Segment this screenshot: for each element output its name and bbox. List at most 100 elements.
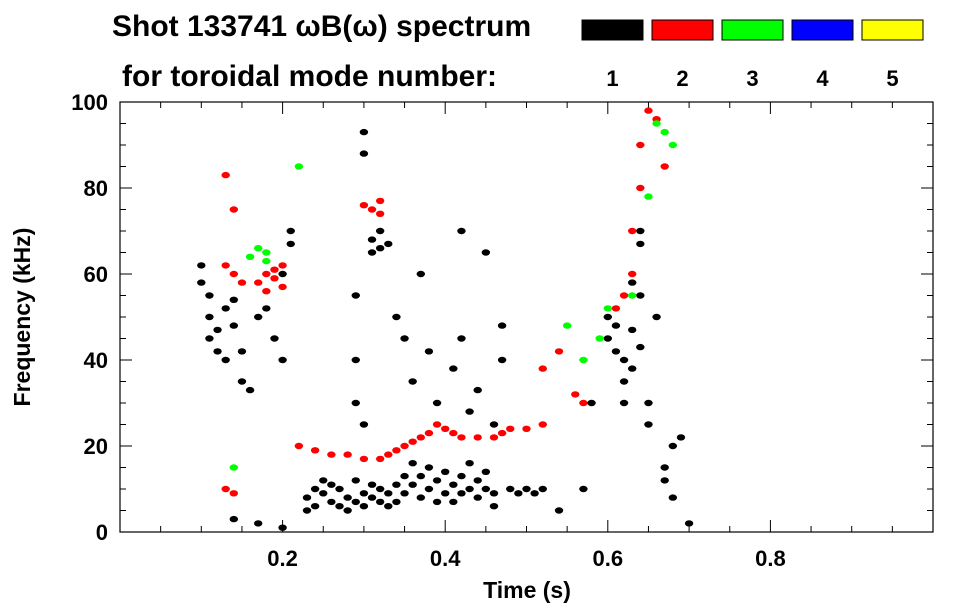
mode-1-point bbox=[587, 399, 596, 407]
mode-1-point bbox=[197, 262, 206, 269]
mode-2-point bbox=[375, 455, 385, 463]
mode-3-point bbox=[668, 141, 678, 149]
mode-1-point bbox=[351, 498, 360, 506]
mode-1-point bbox=[351, 292, 360, 299]
mode-2-point bbox=[294, 442, 304, 450]
mode-1-point bbox=[197, 279, 206, 286]
mode-1-point bbox=[262, 305, 271, 312]
mode-1-point bbox=[473, 477, 482, 484]
x-tick-label: 0.4 bbox=[430, 546, 461, 571]
mode-2-point bbox=[270, 266, 279, 273]
mode-1-point bbox=[367, 249, 377, 256]
mode-1-point bbox=[375, 227, 385, 235]
mode-2-point bbox=[221, 171, 230, 179]
plot-frame bbox=[119, 101, 934, 533]
legend-swatch-3 bbox=[721, 19, 784, 41]
mode-1-point bbox=[229, 296, 239, 303]
mode-2-point bbox=[408, 438, 417, 445]
mode-1-point bbox=[481, 249, 491, 256]
mode-1-point bbox=[310, 503, 320, 510]
mode-1-point bbox=[254, 520, 263, 527]
mode-2-point bbox=[627, 227, 637, 235]
mode-2-point bbox=[278, 262, 287, 269]
mode-1-point bbox=[619, 378, 629, 385]
mode-1-point bbox=[319, 477, 328, 484]
mode-2-point bbox=[262, 270, 271, 278]
mode-1-point bbox=[473, 494, 482, 501]
mode-1-point bbox=[644, 399, 653, 407]
mode-2-point bbox=[424, 429, 434, 437]
mode-2-point bbox=[473, 434, 482, 441]
mode-1-point bbox=[286, 240, 295, 248]
mode-1-point bbox=[237, 348, 247, 355]
mode-1-point bbox=[603, 335, 612, 342]
mode-1-point bbox=[579, 485, 588, 493]
mode-1-point bbox=[335, 503, 344, 510]
legend: 1 2 3 4 5 bbox=[581, 19, 924, 91]
legend-label-5: 5 bbox=[886, 66, 898, 91]
mode-1-point bbox=[465, 485, 474, 493]
mode-1-point bbox=[489, 490, 499, 497]
mode-3-point bbox=[579, 356, 588, 364]
y-axis-label: Frequency (kHz) bbox=[9, 228, 35, 407]
legend-swatch-4 bbox=[791, 19, 854, 41]
mode-1-point bbox=[400, 490, 409, 497]
mode-1-point bbox=[652, 313, 661, 321]
mode-3-point bbox=[603, 305, 612, 312]
mode-2-point bbox=[221, 485, 230, 493]
mode-2-point bbox=[497, 429, 507, 437]
mode-1-point bbox=[367, 236, 377, 243]
x-tick-label: 0.8 bbox=[755, 546, 786, 571]
mode-1-point bbox=[392, 313, 401, 321]
mode-2-point bbox=[359, 455, 369, 463]
mode-1-point bbox=[327, 498, 336, 506]
mode-1-point bbox=[465, 460, 474, 467]
mode-2-point bbox=[644, 107, 653, 114]
mode-1-point bbox=[384, 503, 393, 510]
mode-1-point bbox=[424, 485, 434, 493]
mode-3-point bbox=[245, 253, 255, 260]
mode-1-point bbox=[619, 399, 629, 407]
mode-1-point bbox=[506, 485, 515, 493]
plot-area: 0.2 0.4 0.6 0.8 0 20 40 60 80 100 bbox=[71, 90, 934, 571]
mode-3-point bbox=[595, 335, 604, 342]
mode-2-point bbox=[254, 279, 263, 286]
mode-1-point bbox=[229, 515, 239, 523]
mode-1-point bbox=[636, 227, 645, 235]
mode-1-point bbox=[603, 313, 612, 321]
mode-1-point bbox=[205, 313, 214, 321]
mode-2-point bbox=[660, 163, 669, 170]
mode-1-point bbox=[627, 365, 637, 372]
legend-swatch-2 bbox=[651, 19, 714, 41]
y-axis: 0 20 40 60 80 100 bbox=[71, 90, 933, 545]
mode-2-point bbox=[400, 442, 409, 450]
mode-1-point bbox=[676, 434, 686, 441]
mode-1-point bbox=[278, 524, 287, 531]
mode-1-point bbox=[441, 468, 450, 475]
mode-1-point bbox=[432, 399, 442, 407]
mode-2-point bbox=[367, 206, 377, 213]
x-axis-label: Time (s) bbox=[483, 577, 571, 603]
mode-2-point bbox=[278, 283, 287, 291]
mode-1-point bbox=[636, 240, 645, 248]
mode-1-point bbox=[636, 343, 645, 351]
mode-1-point bbox=[335, 485, 344, 493]
mode-3-point bbox=[644, 193, 653, 200]
data-marks bbox=[197, 107, 694, 531]
mode-1-point bbox=[367, 481, 377, 488]
mode-1-point bbox=[359, 490, 369, 497]
mode-1-point bbox=[384, 490, 393, 497]
mode-2-point bbox=[327, 451, 336, 458]
mode-1-point bbox=[538, 485, 547, 493]
mode-1-point bbox=[384, 240, 393, 248]
mode-3-point bbox=[254, 245, 263, 252]
mode-2-point bbox=[416, 434, 426, 441]
legend-label-3: 3 bbox=[746, 66, 758, 91]
x-tick-label: 0.2 bbox=[267, 546, 298, 571]
y-tick-label: 20 bbox=[84, 434, 108, 459]
mode-1-point bbox=[449, 481, 458, 488]
mode-1-point bbox=[375, 245, 385, 252]
mode-1-point bbox=[221, 356, 230, 364]
x-axis: 0.2 0.4 0.6 0.8 bbox=[160, 102, 893, 571]
